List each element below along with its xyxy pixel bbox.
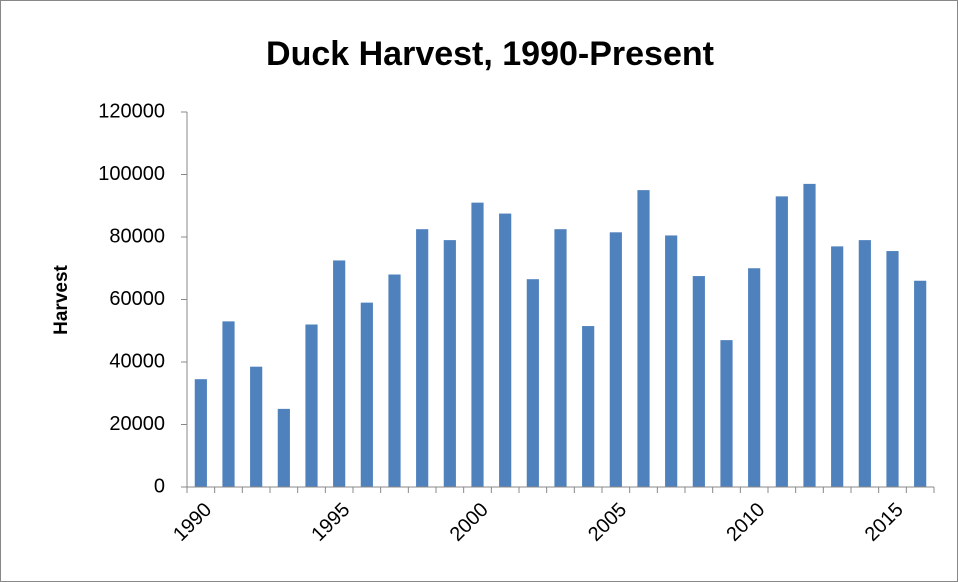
bar	[720, 340, 733, 487]
chart-title: Duck Harvest, 1990-Present	[266, 35, 714, 73]
bar	[665, 235, 678, 487]
bar	[692, 276, 705, 487]
bar	[609, 232, 622, 487]
bar	[637, 190, 650, 487]
bar	[582, 326, 595, 487]
y-tick-label: 60000	[109, 288, 165, 310]
bar	[194, 379, 207, 487]
bar	[803, 183, 816, 487]
bar	[554, 229, 567, 487]
bar	[222, 321, 235, 487]
bar	[360, 302, 373, 487]
bar	[526, 279, 539, 487]
bar	[748, 268, 761, 487]
y-tick-label: 80000	[109, 225, 165, 247]
bar	[499, 213, 512, 487]
bar	[914, 280, 927, 487]
bar	[471, 202, 484, 487]
bar	[858, 240, 871, 487]
bar	[305, 324, 318, 487]
bar	[333, 260, 346, 487]
bar	[831, 246, 844, 487]
bar	[886, 251, 899, 487]
bar	[388, 274, 401, 487]
y-tick-label: 40000	[109, 350, 165, 372]
bar	[443, 240, 456, 487]
y-tick-label: 0	[154, 475, 165, 497]
y-tick-label: 120000	[98, 100, 165, 122]
y-tick-label: 20000	[109, 413, 165, 435]
bar	[277, 408, 290, 487]
y-axis-label: Harvest	[51, 264, 72, 334]
bar	[416, 229, 429, 487]
y-tick-label: 100000	[98, 163, 165, 185]
bar	[250, 366, 263, 487]
bar	[775, 196, 788, 487]
